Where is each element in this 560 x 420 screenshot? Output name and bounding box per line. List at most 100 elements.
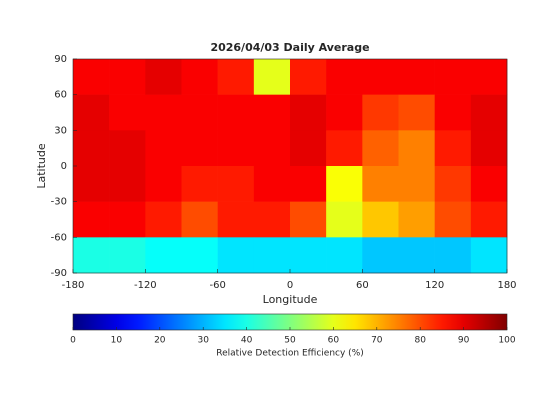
colorbar-tick-label: 90 [458,336,470,346]
heat-cell [326,59,363,95]
heat-cell [109,94,146,131]
heat-cell [253,94,291,131]
heat-cell [362,94,399,131]
heat-cell [398,237,435,274]
heat-cell [73,59,110,95]
heat-cell [109,237,146,274]
colorbar-tick-label: 40 [241,336,253,346]
heat-cell [326,237,363,274]
x-axis-label: Longitude [263,293,318,306]
heat-cell [145,201,182,238]
heat-cell [145,166,182,202]
heat-cell [434,201,472,238]
heat-cell [181,130,218,167]
heat-cell [253,201,291,238]
heat-cell [470,94,508,131]
heat-cell [398,201,435,238]
heat-cell [290,130,327,167]
y-tick-label: 60 [54,90,67,101]
heat-cell [253,166,291,202]
heat-cell [145,130,182,167]
heat-cell [290,59,327,95]
heat-cell [181,94,218,131]
y-tick-label: -90 [51,268,67,279]
heat-cell [217,94,255,131]
heat-cell [470,130,508,167]
heat-cell [434,59,472,95]
heat-cell [326,94,363,131]
heat-cell [253,130,291,167]
heat-cell [326,130,363,167]
colorbar-tick-label: 100 [498,336,515,346]
heat-cell [326,166,363,202]
heat-cell [253,237,291,274]
heat-cell [109,166,146,202]
heat-cell [290,237,327,274]
colorbar-tick-label: 60 [328,336,340,346]
heat-cell [109,59,146,95]
heat-cell [145,237,182,274]
heat-cell [470,201,508,238]
heat-cell [434,94,472,131]
heat-cell [398,166,435,202]
heat-cell [181,237,218,274]
heat-cell [217,59,255,95]
x-tick-label: 120 [425,280,444,291]
heat-cell [434,130,472,167]
colorbar-tick-label: 10 [111,336,123,346]
heat-cell [290,94,327,131]
colorbar-tick-label: 20 [154,336,166,346]
heat-cell [362,59,399,95]
heat-cell [253,59,291,95]
heat-cell [470,59,508,95]
heat-cell [470,237,508,274]
heat-cell [181,166,218,202]
y-tick-label: -60 [51,232,67,243]
colorbar-tick-label: 0 [70,336,76,346]
heat-cell [434,237,472,274]
x-tick-label: -60 [209,280,225,291]
x-tick-label: 0 [287,280,293,291]
y-tick-label: 30 [54,125,67,136]
heat-cell [398,94,435,131]
colorbar-tick-label: 70 [371,336,383,346]
heat-cell [290,201,327,238]
heat-cell [145,94,182,131]
y-tick-label: -30 [51,197,67,208]
heat-cell [73,130,110,167]
x-tick-label: 60 [356,280,369,291]
heat-cell [362,166,399,202]
heat-cell [362,201,399,238]
heat-cell [73,237,110,274]
colorbar-label: Relative Detection Efficiency (%) [216,349,364,359]
y-tick-label: 0 [61,161,67,172]
heat-cell [290,166,327,202]
heat-cell [470,166,508,202]
heat-cell [398,130,435,167]
heat-cell [181,59,218,95]
colorbar-tick-label: 80 [414,336,426,346]
heat-cell [434,166,472,202]
x-tick-label: 180 [497,280,516,291]
heat-cell [73,166,110,202]
heat-cell [398,59,435,95]
heat-cell [73,201,110,238]
heat-cell [181,201,218,238]
heat-cell [217,201,255,238]
heat-cell [109,130,146,167]
colorbar-tick-label: 30 [197,336,209,346]
chart-title: 2026/04/03 Daily Average [210,41,369,54]
heat-cell [362,237,399,274]
y-axis-label: Latitude [35,143,48,189]
heat-cell [217,166,255,202]
y-tick-label: 90 [54,54,67,65]
heat-cell [217,237,255,274]
heat-cell [73,94,110,131]
heat-cell [362,130,399,167]
heat-cell [326,201,363,238]
heat-cell [109,201,146,238]
x-tick-label: -120 [134,280,157,291]
heat-cell [217,130,255,167]
x-tick-label: -180 [62,280,85,291]
